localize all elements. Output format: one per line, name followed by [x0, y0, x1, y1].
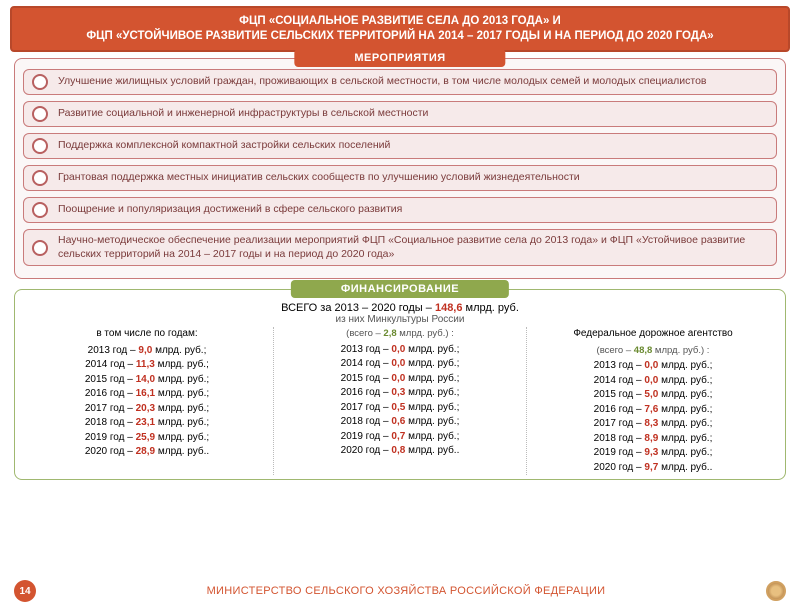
header-line2: ФЦП «УСТОЙЧИВОЕ РАЗВИТИЕ СЕЛЬСКИХ ТЕРРИТ… — [20, 29, 780, 44]
year-row: 2015 год – 5,0 млрд. руб.; — [533, 388, 773, 403]
event-text: Научно-методическое обеспечение реализац… — [58, 234, 768, 261]
event-text: Грантовая поддержка местных инициатив се… — [58, 171, 580, 185]
event-row-6: Научно-методическое обеспечение реализац… — [23, 229, 777, 266]
finance-col-1: в том числе по годам: 2013 год – 9,0 млр… — [21, 327, 274, 475]
events-panel: МЕРОПРИЯТИЯ Улучшение жилищных условий г… — [14, 58, 786, 279]
year-row: 2019 год – 9,3 млрд. руб.; — [533, 446, 773, 461]
year-row: 2016 год – 7,6 млрд. руб.; — [533, 403, 773, 418]
event-row-4: Грантовая поддержка местных инициатив се… — [23, 165, 777, 191]
col2-sub: (всего – 2,8 млрд. руб.) : — [280, 327, 520, 341]
header-line1: ФЦП «СОЦИАЛЬНОЕ РАЗВИТИЕ СЕЛА ДО 2013 ГО… — [20, 14, 780, 29]
year-row: 2013 год – 0,0 млрд. руб.; — [280, 343, 520, 358]
event-row-3: Поддержка комплексной компактной застрой… — [23, 133, 777, 159]
event-text: Поощрение и популяризация достижений в с… — [58, 203, 402, 217]
finance-col-2: (всего – 2,8 млрд. руб.) : 2013 год – 0,… — [274, 327, 527, 475]
col3-sub: (всего – 48,8 млрд. руб.) : — [533, 344, 773, 358]
year-row: 2020 год – 9,7 млрд. руб.. — [533, 461, 773, 476]
bullet-icon — [32, 106, 48, 122]
year-row: 2017 год – 8,3 млрд. руб.; — [533, 417, 773, 432]
year-row: 2015 год – 0,0 млрд. руб.; — [280, 372, 520, 387]
event-row-1: Улучшение жилищных условий граждан, прож… — [23, 69, 777, 95]
year-row: 2016 год – 16,1 млрд. руб.; — [27, 387, 267, 402]
year-row: 2014 год – 11,3 млрд. руб.; — [27, 358, 267, 373]
logo-icon — [766, 581, 786, 601]
footer: 14 МИНИСТЕРСТВО СЕЛЬСКОГО ХОЗЯЙСТВА РОСС… — [0, 580, 800, 602]
finance-col-3: Федеральное дорожное агентство (всего – … — [527, 327, 779, 475]
event-text: Развитие социальной и инженерной инфраст… — [58, 107, 428, 121]
year-row: 2014 год – 0,0 млрд. руб.; — [280, 357, 520, 372]
year-row: 2020 год – 0,8 млрд. руб.. — [280, 444, 520, 459]
bullet-icon — [32, 240, 48, 256]
year-row: 2017 год – 0,5 млрд. руб.; — [280, 401, 520, 416]
events-title: МЕРОПРИЯТИЯ — [294, 49, 505, 67]
finance-total: ВСЕГО за 2013 – 2020 годы – 148,6 млрд. … — [21, 302, 779, 314]
footer-text: МИНИСТЕРСТВО СЕЛЬСКОГО ХОЗЯЙСТВА РОССИЙС… — [46, 585, 766, 597]
event-text: Улучшение жилищных условий граждан, прож… — [58, 75, 707, 89]
year-row: 2018 год – 0,6 млрд. руб.; — [280, 415, 520, 430]
finance-sub: из них Минкультуры России — [21, 314, 779, 325]
bullet-icon — [32, 170, 48, 186]
year-row: 2018 год – 23,1 млрд. руб.; — [27, 416, 267, 431]
year-row: 2015 год – 14,0 млрд. руб.; — [27, 373, 267, 388]
event-text: Поддержка комплексной компактной застрой… — [58, 139, 390, 153]
bullet-icon — [32, 74, 48, 90]
main-header: ФЦП «СОЦИАЛЬНОЕ РАЗВИТИЕ СЕЛА ДО 2013 ГО… — [10, 6, 790, 52]
bullet-icon — [32, 202, 48, 218]
event-row-2: Развитие социальной и инженерной инфраст… — [23, 101, 777, 127]
year-row: 2019 год – 25,9 млрд. руб.; — [27, 431, 267, 446]
year-row: 2018 год – 8,9 млрд. руб.; — [533, 432, 773, 447]
year-row: 2020 год – 28,9 млрд. руб.. — [27, 445, 267, 460]
finance-columns: в том числе по годам: 2013 год – 9,0 млр… — [21, 327, 779, 475]
year-row: 2014 год – 0,0 млрд. руб.; — [533, 374, 773, 389]
year-row: 2019 год – 0,7 млрд. руб.; — [280, 430, 520, 445]
finance-title: ФИНАНСИРОВАНИЕ — [291, 280, 509, 298]
event-row-5: Поощрение и популяризация достижений в с… — [23, 197, 777, 223]
year-row: 2013 год – 9,0 млрд. руб.; — [27, 344, 267, 359]
finance-panel: ФИНАНСИРОВАНИЕ ВСЕГО за 2013 – 2020 годы… — [14, 289, 786, 480]
year-row: 2013 год – 0,0 млрд. руб.; — [533, 359, 773, 374]
year-row: 2017 год – 20,3 млрд. руб.; — [27, 402, 267, 417]
year-row: 2016 год – 0,3 млрд. руб.; — [280, 386, 520, 401]
bullet-icon — [32, 138, 48, 154]
page-number-badge: 14 — [14, 580, 36, 602]
